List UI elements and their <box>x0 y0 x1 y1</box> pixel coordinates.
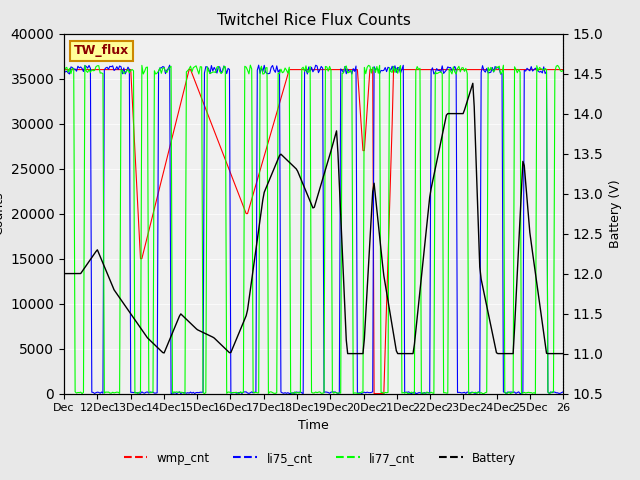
Y-axis label: Counts: Counts <box>0 192 5 235</box>
Legend: wmp_cnt, li75_cnt, li77_cnt, Battery: wmp_cnt, li75_cnt, li77_cnt, Battery <box>119 447 521 469</box>
Y-axis label: Battery (V): Battery (V) <box>609 180 622 248</box>
Text: TW_flux: TW_flux <box>74 44 129 58</box>
Title: Twitchel Rice Flux Counts: Twitchel Rice Flux Counts <box>217 13 410 28</box>
X-axis label: Time: Time <box>298 419 329 432</box>
